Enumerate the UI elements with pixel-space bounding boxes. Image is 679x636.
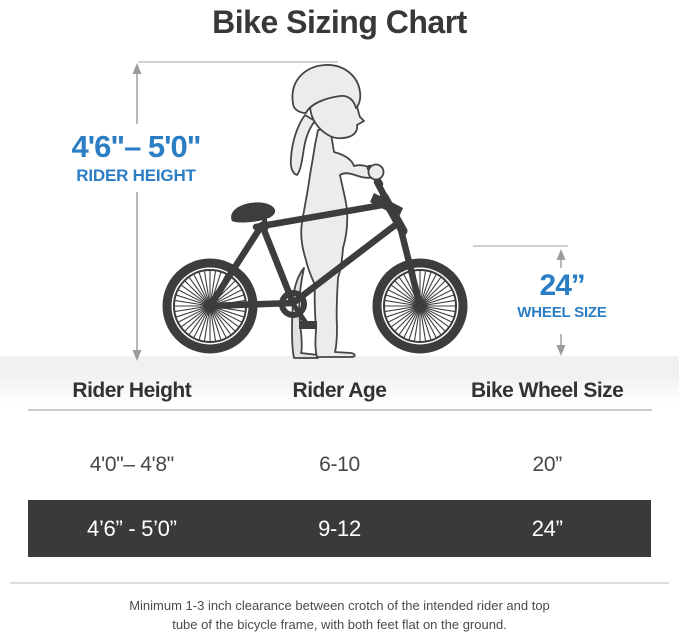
header-bike-wheel-size: Bike Wheel Size [470,378,624,402]
height-dimension-arrow [132,61,338,361]
cell-rider-height: 4’6” - 5’0” [87,515,177,541]
hand [367,163,385,181]
helmet-icon [291,64,362,114]
cell-wheel-size: 24” [531,515,563,541]
rider-height-value: 4'6"– 5'0" [71,129,202,164]
page-title: Bike Sizing Chart [212,4,467,40]
header-rider-age: Rider Age [292,378,387,402]
wheel-size-label: WHEEL SIZE [517,303,607,321]
table-header-row: Rider Height Rider Age Bike Wheel Size [28,377,651,404]
wheel-size-value: 24’’ [539,269,586,302]
chainring [279,290,307,318]
table-row: 4'0"– 4'8" 6-10 20” [28,451,651,479]
ground-shadow [0,356,679,404]
footnote-line-2: tube of the bicycle frame, with both fee… [172,616,507,632]
footnote-text: Minimum 1-3 inch clearance between crotc… [0,597,679,635]
cell-wheel-size: 20” [532,453,562,476]
bike-seat [231,202,276,223]
cell-rider-age: 9-12 [318,515,361,541]
cell-rider-age: 6-10 [319,453,360,476]
rider-height-label: RIDER HEIGHT [76,165,196,185]
wheel-size-annotation: 24’’ WHEEL SIZE [473,270,651,321]
rider-with-bike-illustration [132,61,568,361]
footnote-line-1: Minimum 1-3 inch clearance between crotc… [129,598,550,613]
rider-height-annotation: 4'6"– 5'0" RIDER HEIGHT [36,129,236,186]
wheel-dimension-arrows [473,245,568,356]
footnote-divider [10,582,669,584]
header-divider [28,409,652,411]
table-row-highlighted: 4’6” - 5’0” 9-12 24” [28,500,651,557]
header-rider-height: Rider Height [72,378,192,402]
cell-rider-height: 4'0"– 4'8" [89,453,174,476]
